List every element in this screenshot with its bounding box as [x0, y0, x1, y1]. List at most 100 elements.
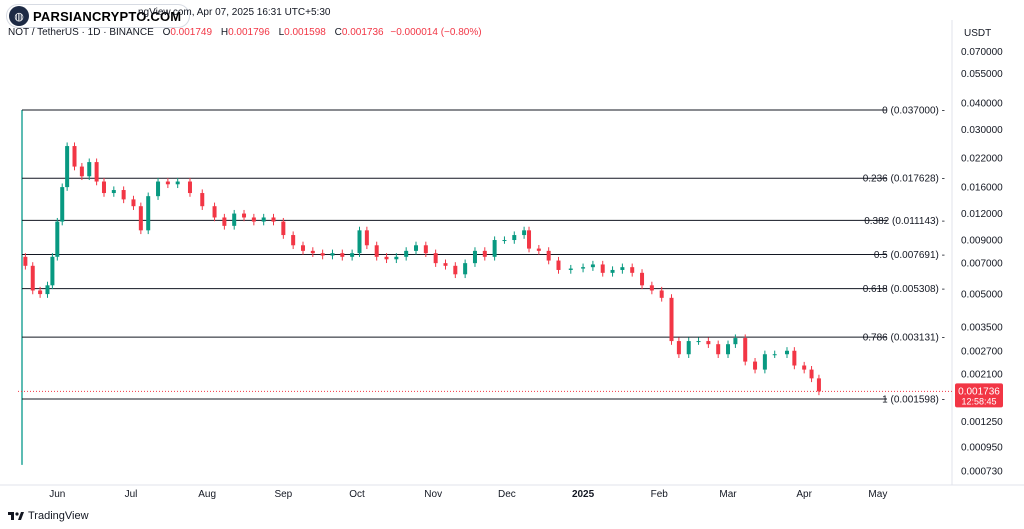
close-value: 0.001736	[341, 27, 384, 38]
brain-logo-icon: ◍	[9, 6, 29, 26]
candle-body	[620, 267, 625, 270]
candle-body	[590, 264, 595, 268]
candle-body	[60, 187, 65, 222]
candle-body	[696, 341, 701, 343]
x-tick-label: Aug	[198, 489, 216, 500]
candle-body	[45, 285, 50, 295]
y-axis-currency: USDT	[964, 28, 991, 39]
candle-body	[512, 235, 517, 241]
candle-body	[87, 162, 92, 177]
x-tick-label: Apr	[796, 489, 812, 500]
candle-body	[38, 290, 43, 295]
candle-body	[242, 213, 247, 218]
candle-body	[374, 245, 379, 257]
candle-body	[50, 256, 55, 286]
y-tick-label: 0.070000	[961, 47, 1003, 58]
candle-body	[600, 264, 605, 273]
candle-body	[802, 365, 807, 370]
x-tick-label: Jun	[49, 489, 65, 500]
candle-body	[384, 256, 389, 260]
x-tick-label: Dec	[498, 489, 516, 500]
x-tick-label: Nov	[424, 489, 442, 500]
candle-body	[291, 235, 296, 246]
candle-body	[659, 290, 664, 298]
candle-body	[706, 341, 711, 345]
candle-body	[65, 146, 70, 188]
y-tick-label: 0.007000	[961, 259, 1003, 270]
y-tick-label: 0.002700	[961, 346, 1003, 357]
candle-body	[55, 221, 60, 257]
high-label: H	[220, 27, 229, 38]
candle-body	[743, 338, 748, 362]
candle-body	[423, 245, 428, 254]
y-tick-label: 0.001250	[961, 417, 1003, 428]
candle-body	[23, 256, 28, 266]
x-tick-label: Mar	[719, 489, 737, 500]
fib-level-label: 0.236 (0.017628) -	[863, 174, 945, 185]
candle-body	[364, 230, 369, 246]
x-tick-label: Oct	[349, 489, 365, 500]
candle-body	[101, 181, 106, 194]
fib-level-label: 0.5 (0.007691) -	[874, 250, 945, 261]
tradingview-logo-icon	[8, 511, 24, 521]
candle-body	[111, 190, 116, 194]
candle-body	[502, 240, 507, 242]
candle-body	[187, 181, 192, 194]
candle-body	[809, 369, 814, 379]
candle-body	[772, 354, 777, 356]
fib-level-label: 0 (0.037000) -	[882, 106, 945, 117]
candle-body	[121, 190, 126, 200]
candle-body	[131, 199, 136, 207]
candle-body	[676, 341, 681, 355]
y-tick-label: 0.003500	[961, 322, 1003, 333]
candle-body	[463, 263, 468, 275]
candle-body	[281, 221, 286, 236]
candle-body	[716, 344, 721, 355]
candle-body	[527, 230, 532, 249]
tradingview-label: TradingView	[28, 510, 89, 522]
candle-body	[350, 253, 355, 257]
candle-body	[522, 230, 527, 236]
candle-body	[536, 248, 541, 251]
x-tick-label: May	[868, 489, 887, 500]
candle-body	[686, 341, 691, 355]
candle-body	[726, 344, 731, 355]
candle-body	[630, 267, 635, 273]
candle-body	[669, 297, 674, 342]
candle-body	[72, 146, 77, 167]
y-tick-label: 0.055000	[961, 69, 1003, 80]
candle-body	[649, 285, 654, 291]
y-tick-label: 0.030000	[961, 125, 1003, 136]
watermark-text: PARSIANCRYPTO.COM	[33, 8, 182, 24]
candle-body	[300, 245, 305, 251]
candle-body	[212, 206, 217, 218]
candle-body	[733, 338, 738, 345]
y-tick-label: 0.009000	[961, 236, 1003, 247]
y-tick-label: 0.005000	[961, 290, 1003, 301]
y-tick-label: 0.016000	[961, 183, 1003, 194]
candle-body	[261, 217, 266, 222]
candle-body	[414, 245, 419, 251]
candle-body	[610, 269, 615, 273]
candle-body	[222, 217, 227, 226]
fib-level-label: 0.786 (0.003131) -	[863, 333, 945, 344]
low-value: 0.001598	[284, 27, 326, 38]
candle-body	[340, 253, 345, 257]
candle-body	[146, 196, 151, 231]
candle-body	[30, 265, 35, 291]
x-tick-label: Jul	[125, 489, 138, 500]
y-tick-label: 0.022000	[961, 153, 1003, 164]
candle-body	[792, 350, 797, 366]
candle-body	[200, 193, 205, 207]
tradingview-branding[interactable]: TradingView	[8, 510, 89, 522]
candle-body	[556, 260, 561, 270]
fib-level-label: 0.382 (0.011143) -	[864, 216, 945, 227]
low-label: L	[278, 27, 285, 38]
candle-body	[232, 213, 237, 226]
high-value: 0.001796	[228, 27, 270, 38]
y-tick-label: 0.002100	[961, 369, 1003, 380]
candle-body	[546, 250, 551, 261]
symbol-name[interactable]: NOT / TetherUS · 1D · BINANCE	[8, 27, 154, 38]
y-tick-label: 0.040000	[961, 98, 1003, 109]
